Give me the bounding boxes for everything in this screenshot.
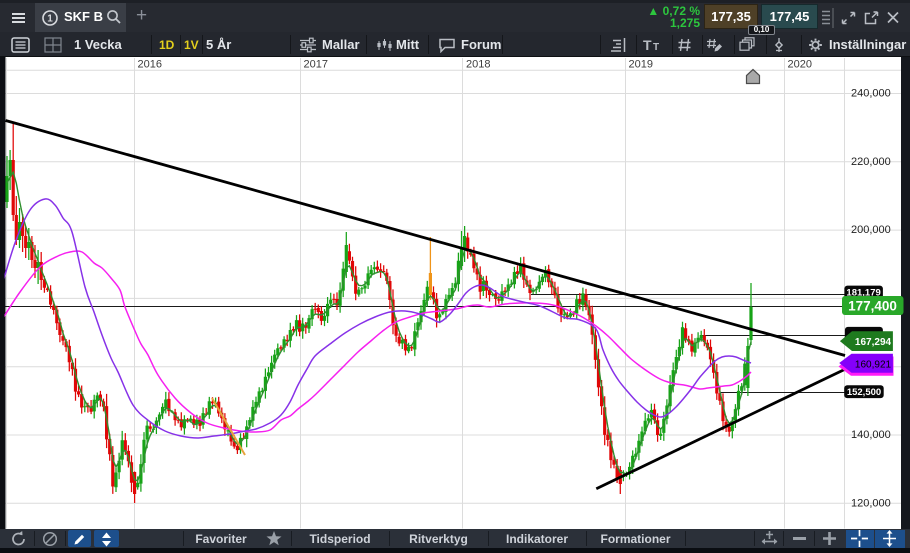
svg-text:T: T	[653, 42, 659, 52]
svg-text:200,000: 200,000	[851, 224, 891, 236]
svg-text:140,000: 140,000	[851, 429, 891, 441]
svg-text:T: T	[643, 38, 652, 52]
svg-text:220,000: 220,000	[851, 156, 891, 168]
svg-text:2017: 2017	[304, 59, 328, 71]
svg-text:167,294: 167,294	[855, 337, 892, 348]
svg-text:181,179: 181,179	[846, 288, 880, 299]
svg-text:1: 1	[47, 14, 53, 25]
svg-text:2020: 2020	[788, 59, 812, 71]
svg-text:2018: 2018	[466, 59, 490, 71]
svg-text:177,400: 177,400	[848, 299, 897, 314]
svg-text:152,500: 152,500	[847, 387, 881, 398]
svg-text:160,921: 160,921	[855, 359, 892, 370]
svg-text:2016: 2016	[138, 59, 162, 71]
svg-text:2019: 2019	[629, 59, 653, 71]
svg-text:120,000: 120,000	[851, 497, 891, 509]
svg-text:240,000: 240,000	[851, 88, 891, 100]
